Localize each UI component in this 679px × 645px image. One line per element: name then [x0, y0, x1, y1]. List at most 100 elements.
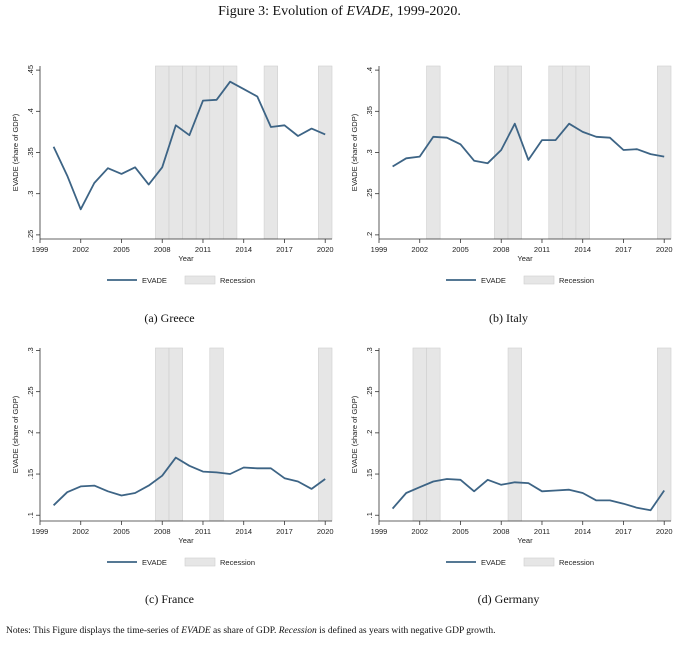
figure-title: Figure 3: Evolution of EVADE, 1999-2020.	[0, 4, 679, 20]
recession-bar	[318, 347, 333, 522]
legend-swatch-recession	[184, 557, 216, 567]
series-line-evade	[392, 122, 665, 168]
recession-bar	[223, 65, 238, 240]
notes-em-evade: EVADE	[181, 626, 211, 636]
y-tick-label: .3	[26, 191, 35, 197]
recession-bar	[155, 347, 170, 522]
x-tick-label: 2011	[195, 527, 211, 536]
legend-label-recession: Recession	[559, 558, 594, 567]
x-axis-title: Year	[178, 536, 194, 545]
x-tick-label: 2011	[534, 527, 550, 536]
y-tick-label: .25	[365, 188, 374, 198]
recession-bar	[426, 65, 441, 240]
series-line-evade	[52, 80, 326, 211]
x-tick-label: 1999	[32, 527, 49, 536]
y-tick-label: .1	[365, 512, 374, 518]
y-tick-label: .4	[365, 67, 374, 73]
legend-label-recession: Recession	[559, 276, 594, 285]
y-tick-label: .1	[26, 512, 35, 518]
y-tick-label: .3	[365, 347, 374, 353]
legend-label-evade: EVADE	[481, 276, 506, 285]
chart-svg-germany: .1 .15 .2 .25 .3 1999 2002 2005 2008 2011 2014 2017…	[350, 347, 673, 567]
recession-bar	[507, 347, 522, 522]
x-axis-title: Year	[178, 254, 194, 263]
figure-notes: Notes: This Figure displays the time-ser…	[6, 626, 496, 636]
x-tick-label: 1999	[371, 527, 388, 536]
x-tick-label: 2017	[276, 527, 293, 536]
recession-bar	[575, 65, 590, 240]
y-axis-title: EVADE (share of GDP)	[350, 395, 359, 473]
y-tick-label: .25	[26, 230, 35, 240]
chart-panel-italy: .2 .25 .3 .35 .4 1999 2002 2005 2008 2011 2014 2017…	[339, 56, 678, 338]
chart-panel-greece: .25 .3 .35 .4 .45 1999 2002 2005 2008 2011 2014 201…	[0, 56, 339, 338]
legend-label-evade: EVADE	[142, 276, 167, 285]
recession-bar	[494, 65, 509, 240]
recession-bar	[562, 65, 577, 240]
x-tick-label: 2014	[574, 245, 591, 254]
chart-panel-germany: .1 .15 .2 .25 .3 1999 2002 2005 2008 2011 2014 2017…	[339, 338, 678, 620]
x-tick-label: 2002	[411, 527, 428, 536]
series-line-evade	[391, 478, 665, 512]
recession-bar	[182, 65, 197, 240]
legend-swatch-recession	[523, 557, 555, 567]
y-tick-label: .25	[26, 386, 35, 396]
recession-bar	[209, 65, 224, 240]
legend-label-recession: Recession	[220, 276, 255, 285]
x-tick-label: 2017	[615, 245, 632, 254]
x-tick-label: 2005	[113, 245, 130, 254]
notes-text-2: as share of GDP.	[210, 626, 279, 636]
x-tick-label: 2005	[452, 527, 469, 536]
x-tick-label: 2020	[656, 245, 673, 254]
notes-text-3: is defined as years with negative GDP gr…	[316, 626, 496, 636]
figure-title-variable: EVADE	[346, 4, 390, 19]
x-axis-title: Year	[517, 536, 533, 545]
chart-svg-greece: .25 .3 .35 .4 .45 1999 2002 2005 2008 2011 2014 201…	[11, 65, 334, 285]
x-tick-label: 2008	[493, 245, 510, 254]
y-axis-title: EVADE (share of GDP)	[11, 113, 20, 191]
recession-bar	[657, 65, 672, 240]
chart-svg-italy: .2 .25 .3 .35 .4 1999 2002 2005 2008 2011 2014 2017…	[350, 65, 673, 285]
recession-bar	[426, 347, 441, 522]
recession-bar	[195, 65, 211, 240]
x-tick-label: 2008	[154, 245, 171, 254]
figure-title-prefix: Figure 3: Evolution of	[218, 4, 347, 19]
x-tick-label: 2005	[452, 245, 469, 254]
x-tick-label: 2014	[235, 527, 252, 536]
x-tick-label: 2005	[113, 527, 130, 536]
y-tick-label: .3	[365, 149, 374, 155]
caption-france: (c) France	[145, 592, 194, 606]
y-tick-label: .25	[365, 386, 374, 396]
x-tick-label: 2008	[493, 527, 510, 536]
x-tick-label: 2011	[534, 245, 550, 254]
figure-title-suffix: , 1999-2020.	[389, 4, 461, 19]
legend-label-evade: EVADE	[481, 558, 506, 567]
recession-bar	[168, 65, 183, 240]
x-tick-label: 2014	[235, 245, 252, 254]
x-axis-title: Year	[517, 254, 533, 263]
series-line-evade	[52, 456, 326, 506]
recession-bar	[318, 65, 333, 240]
x-tick-label: 2017	[276, 245, 293, 254]
y-tick-label: .2	[365, 232, 374, 238]
y-tick-label: .15	[365, 469, 374, 479]
y-tick-label: .35	[365, 106, 374, 116]
x-tick-label: 2002	[72, 245, 89, 254]
caption-germany: (d) Germany	[477, 592, 540, 606]
x-tick-label: 2002	[72, 527, 89, 536]
recession-bar	[209, 347, 224, 522]
x-tick-label: 1999	[32, 245, 49, 254]
legend-swatch-recession	[184, 275, 216, 285]
y-tick-label: .15	[26, 469, 35, 479]
y-tick-label: .2	[26, 430, 35, 436]
y-tick-label: .4	[26, 108, 35, 114]
recession-bar	[412, 347, 427, 522]
y-axis-title: EVADE (share of GDP)	[11, 395, 20, 473]
chart-panel-france: .1 .15 .2 .25 .3 1999 2002 2005 2008 2011 2014 2017…	[0, 338, 339, 620]
notes-em-recession: Recession	[278, 626, 317, 636]
notes-text-1: Notes: This Figure displays the time-ser…	[6, 626, 182, 636]
caption-italy: (b) Italy	[489, 311, 528, 325]
legend-label-evade: EVADE	[142, 558, 167, 567]
x-tick-label: 2020	[656, 527, 673, 536]
y-axis-title: EVADE (share of GDP)	[350, 113, 359, 191]
x-tick-label: 2017	[615, 527, 632, 536]
